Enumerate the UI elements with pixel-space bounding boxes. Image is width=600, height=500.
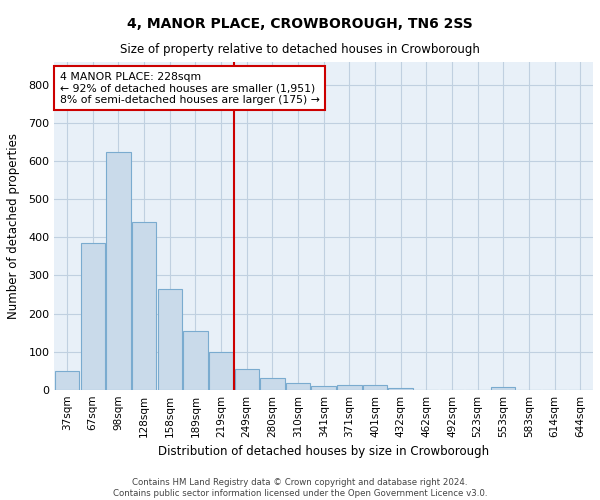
Bar bbox=[132, 222, 156, 390]
Bar bbox=[209, 352, 233, 390]
Y-axis label: Number of detached properties: Number of detached properties bbox=[7, 133, 20, 319]
Bar bbox=[158, 288, 182, 390]
Text: 4, MANOR PLACE, CROWBOROUGH, TN6 2SS: 4, MANOR PLACE, CROWBOROUGH, TN6 2SS bbox=[127, 18, 473, 32]
Bar bbox=[311, 386, 336, 390]
Bar bbox=[388, 388, 413, 390]
Text: Contains HM Land Registry data © Crown copyright and database right 2024.
Contai: Contains HM Land Registry data © Crown c… bbox=[113, 478, 487, 498]
Bar bbox=[106, 152, 131, 390]
Bar bbox=[183, 330, 208, 390]
Text: Size of property relative to detached houses in Crowborough: Size of property relative to detached ho… bbox=[120, 42, 480, 56]
Bar bbox=[363, 385, 387, 390]
Bar bbox=[235, 369, 259, 390]
Text: 4 MANOR PLACE: 228sqm
← 92% of detached houses are smaller (1,951)
8% of semi-de: 4 MANOR PLACE: 228sqm ← 92% of detached … bbox=[59, 72, 320, 105]
Bar bbox=[80, 243, 105, 390]
X-axis label: Distribution of detached houses by size in Crowborough: Distribution of detached houses by size … bbox=[158, 445, 489, 458]
Bar bbox=[337, 385, 362, 390]
Bar bbox=[55, 370, 79, 390]
Bar bbox=[491, 386, 515, 390]
Bar bbox=[286, 383, 310, 390]
Bar bbox=[260, 378, 284, 390]
